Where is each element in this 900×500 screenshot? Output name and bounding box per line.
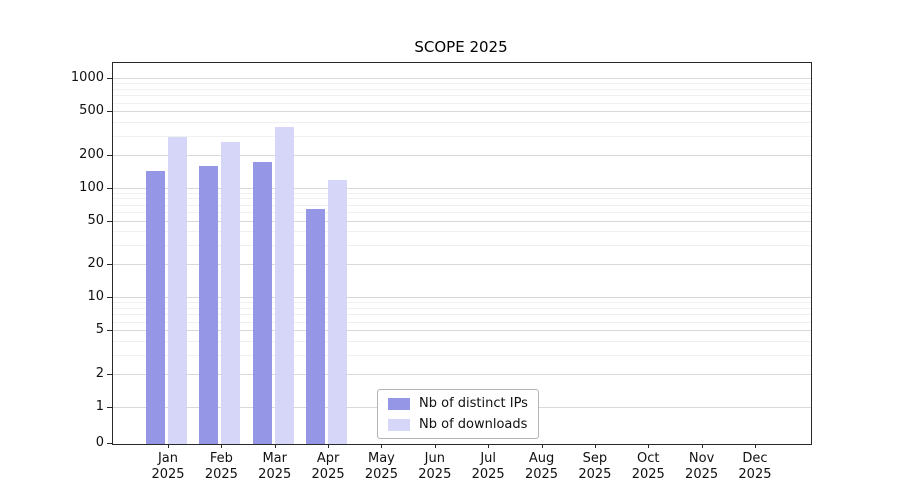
gridline — [113, 231, 811, 233]
bar-ips-jan — [146, 171, 165, 444]
x-tick-mark — [701, 444, 703, 448]
y-tick-label: 100 — [79, 179, 104, 195]
y-tick-mark — [107, 297, 112, 299]
x-tick-label: Apr 2025 — [311, 451, 345, 482]
y-tick-mark — [107, 407, 112, 408]
gridline — [113, 154, 811, 156]
plot-area: Nb of distinct IPs Nb of downloads — [112, 62, 812, 445]
x-tick-label: Dec 2025 — [738, 451, 772, 482]
bar-downloads-jan — [168, 136, 187, 444]
x-tick-label: Oct 2025 — [631, 451, 665, 482]
y-tick-mark — [107, 264, 112, 266]
legend-label-ips: Nb of distinct IPs — [419, 396, 528, 411]
gridline — [113, 220, 811, 222]
gridline — [113, 88, 811, 90]
y-tick-label: 1 — [95, 399, 104, 414]
gridline — [113, 204, 811, 206]
gridline — [113, 354, 811, 356]
gridline — [113, 341, 811, 343]
gridline — [113, 264, 811, 266]
x-tick-label: Sep 2025 — [578, 451, 612, 482]
x-tick-label: Jun 2025 — [418, 451, 452, 482]
y-tick-mark — [107, 78, 112, 80]
gridline — [113, 321, 811, 323]
gridline — [113, 198, 811, 200]
x-tick-label: Jan 2025 — [151, 451, 185, 482]
x-tick-label: May 2025 — [364, 451, 398, 482]
legend-item-downloads: Nb of downloads — [388, 417, 528, 432]
x-tick-mark — [168, 444, 169, 448]
gridline — [113, 111, 811, 113]
legend: Nb of distinct IPs Nb of downloads — [377, 389, 539, 439]
y-tick-mark — [107, 374, 112, 375]
bar-ips-feb — [199, 166, 219, 444]
gridline — [113, 187, 811, 189]
y-tick-label: 500 — [79, 103, 104, 119]
bar-ips-mar — [252, 162, 272, 444]
x-tick-mark — [434, 444, 436, 448]
legend-label-downloads: Nb of downloads — [419, 417, 528, 432]
x-tick-mark — [381, 444, 383, 448]
y-tick-label: 200 — [79, 146, 104, 162]
y-tick-label: 50 — [87, 212, 104, 228]
x-tick-mark — [648, 444, 650, 448]
gridline — [113, 78, 811, 80]
gridline — [113, 245, 811, 247]
y-tick-label: 10 — [87, 289, 104, 305]
chart-title: SCOPE 2025 — [414, 38, 508, 56]
legend-item-ips: Nb of distinct IPs — [388, 396, 528, 411]
x-tick-mark — [541, 444, 543, 448]
gridline — [113, 308, 811, 310]
gridline — [113, 302, 811, 304]
gridline — [113, 83, 811, 85]
y-tick-mark — [107, 330, 112, 332]
x-tick-mark — [221, 444, 223, 448]
x-tick-label: Aug 2025 — [524, 451, 559, 482]
x-tick-mark — [328, 444, 330, 448]
x-tick-mark — [488, 444, 490, 448]
x-tick-mark — [274, 444, 276, 448]
gridline — [113, 314, 811, 316]
gridline — [113, 212, 811, 214]
gridline — [113, 192, 811, 194]
x-tick-mark — [594, 444, 596, 448]
bar-downloads-mar — [274, 126, 294, 444]
y-tick-label: 20 — [87, 256, 104, 272]
bar-ips-apr — [306, 209, 326, 444]
gridline — [113, 121, 811, 123]
x-tick-label: Mar 2025 — [258, 451, 292, 482]
gridline — [113, 330, 811, 332]
x-tick-label: Jul 2025 — [471, 451, 505, 482]
y-tick-label: 5 — [95, 322, 104, 338]
gridline — [113, 135, 811, 137]
y-tick-label: 1000 — [70, 70, 104, 86]
legend-swatch-downloads-icon — [388, 418, 410, 431]
x-tick-mark — [754, 444, 756, 448]
y-tick-mark — [107, 443, 112, 444]
x-tick-label: Feb 2025 — [204, 451, 238, 482]
gridline — [113, 297, 811, 299]
y-tick-mark — [107, 187, 112, 189]
y-tick-label: 0 — [95, 435, 104, 450]
legend-swatch-ips-icon — [388, 397, 410, 410]
bar-downloads-apr — [328, 180, 348, 444]
x-tick-label: Nov 2025 — [685, 451, 719, 482]
y-tick-label: 2 — [95, 366, 104, 381]
gridline — [113, 374, 811, 376]
gridline — [113, 102, 811, 104]
y-tick-mark — [107, 220, 112, 222]
y-tick-mark — [107, 154, 112, 156]
gridline — [113, 95, 811, 97]
bar-downloads-feb — [221, 141, 241, 444]
y-tick-mark — [107, 111, 112, 113]
